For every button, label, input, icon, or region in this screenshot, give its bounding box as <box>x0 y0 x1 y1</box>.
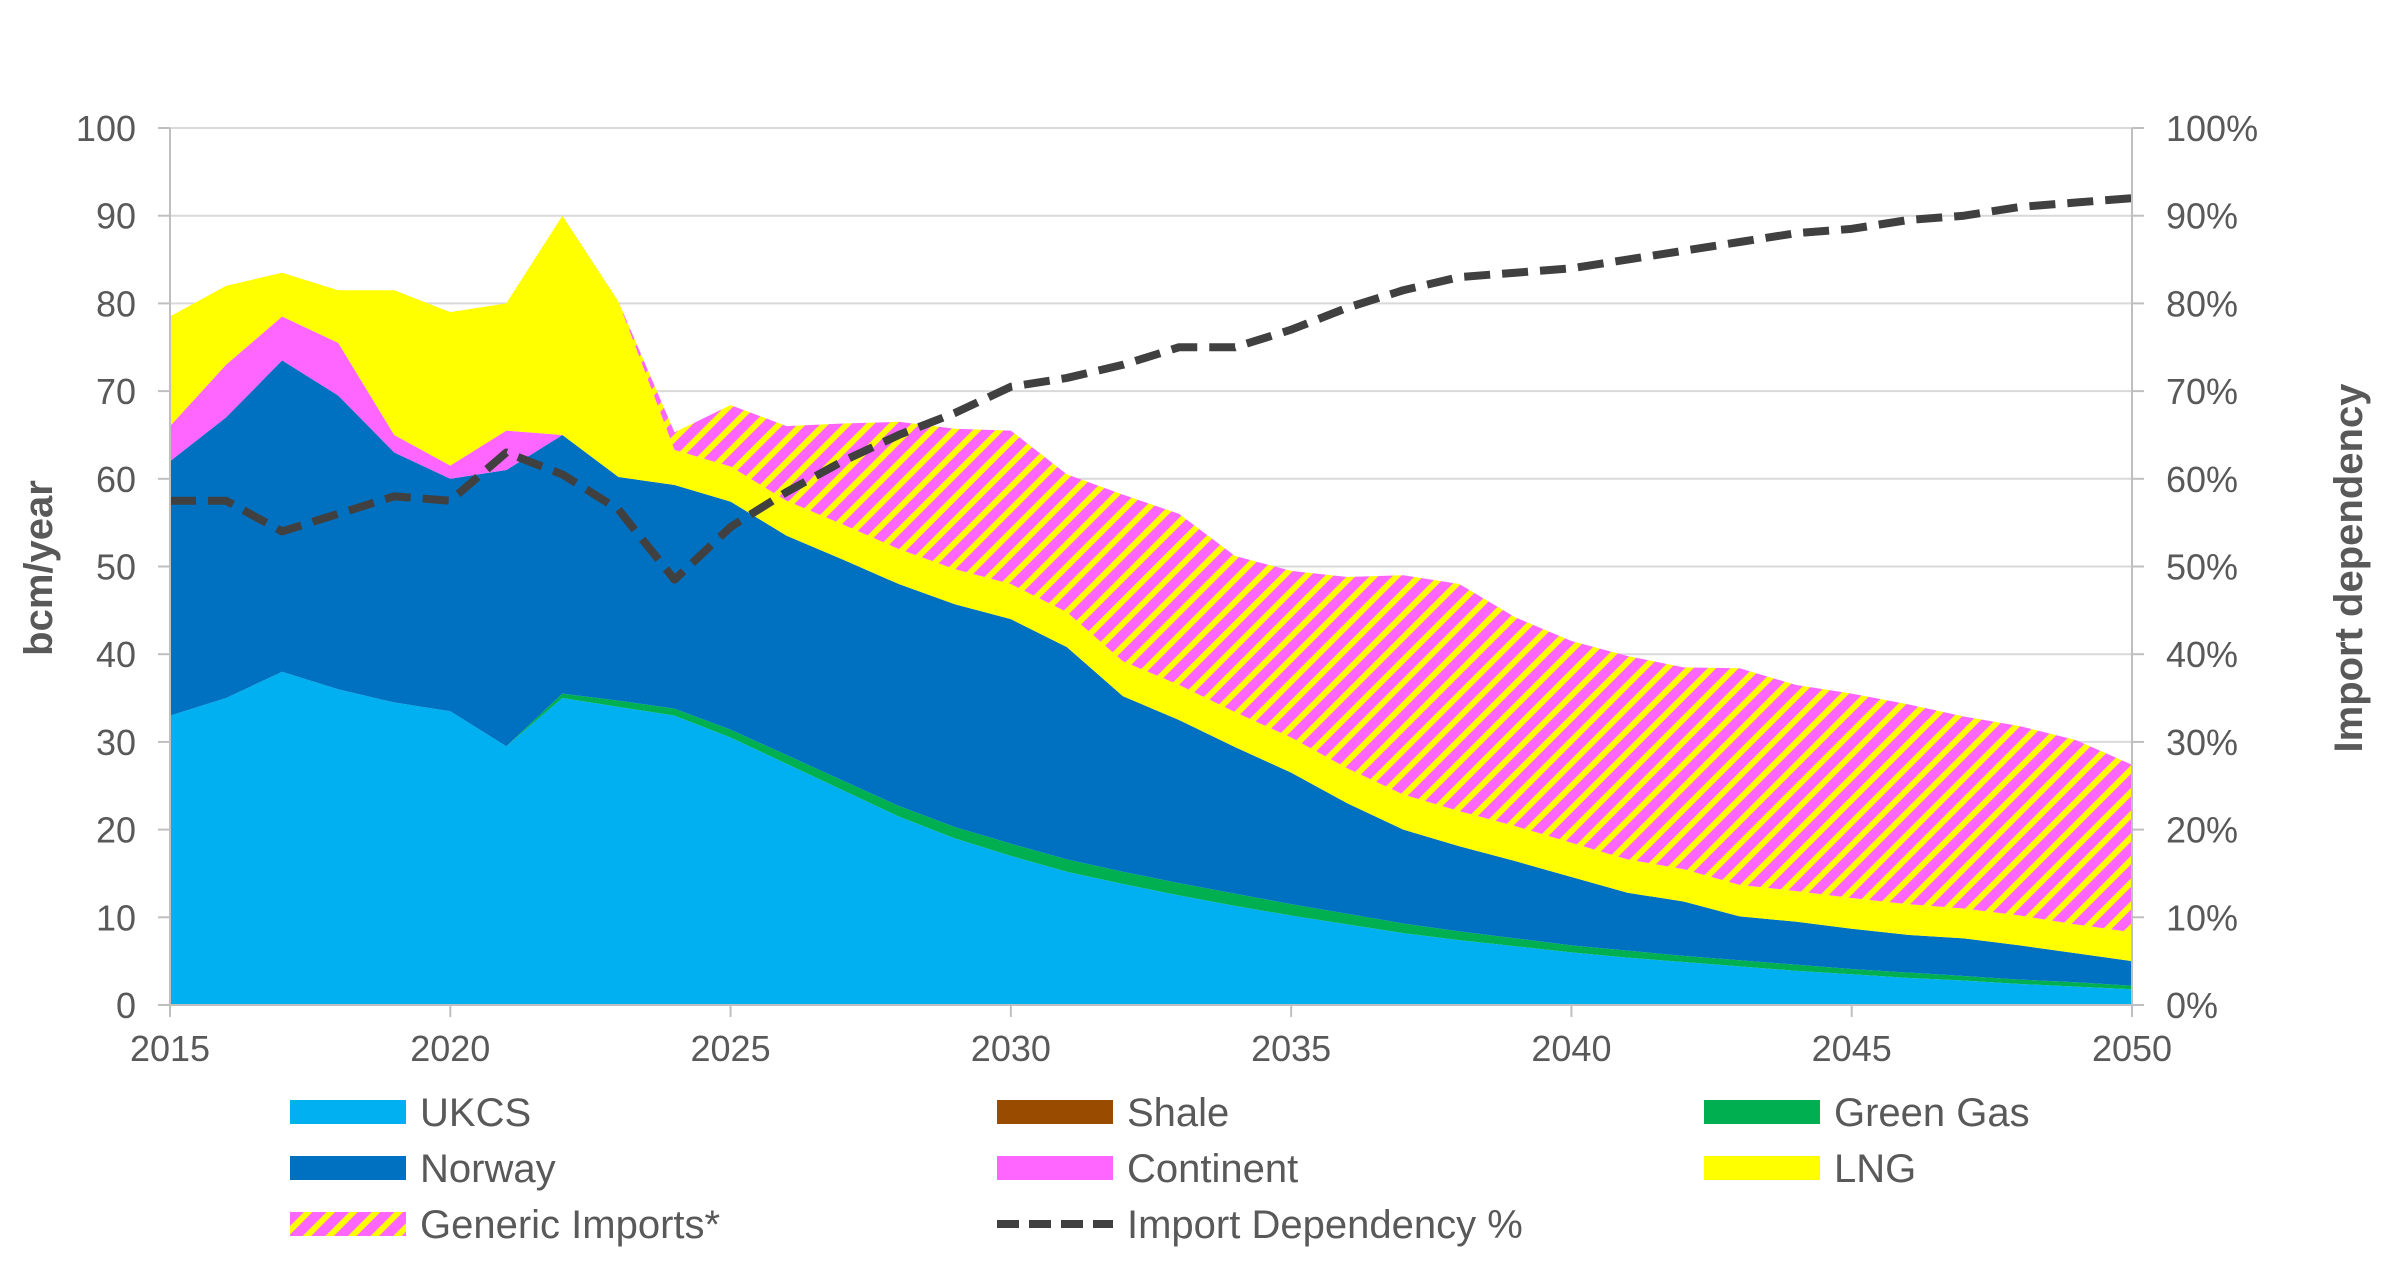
y-tick-label: 100 <box>76 108 136 149</box>
x-tick-label: 2040 <box>1531 1028 1611 1069</box>
legend-item: Generic Imports* <box>290 1203 720 1247</box>
legend-swatch <box>290 1100 406 1124</box>
x-tick-label: 2045 <box>1812 1028 1892 1069</box>
x-tick-label: 2025 <box>691 1028 771 1069</box>
y-tick-label: 40 <box>96 634 136 675</box>
legend-swatch <box>290 1156 406 1180</box>
secondary-y-tick-label: 50% <box>2166 547 2238 588</box>
secondary-y-tick-label: 60% <box>2166 459 2238 500</box>
legend: UKCS Shale Green Gas Norway Continent LNG Gene… <box>290 1091 2030 1247</box>
y-tick-label: 30 <box>96 722 136 763</box>
legend-item: UKCS <box>290 1091 531 1135</box>
x-tick-label: 2050 <box>2092 1028 2172 1069</box>
y-axis-title: bcm/year <box>17 480 61 656</box>
tick-labels: 01020304050607080901000%10%20%30%40%50%6… <box>76 108 2258 1069</box>
area-ukcs <box>170 671 2132 1005</box>
legend-item: Import Dependency % <box>997 1203 1523 1247</box>
secondary-y-tick-label: 70% <box>2166 371 2238 412</box>
axes <box>158 127 2144 1017</box>
y-tick-label: 60 <box>96 459 136 500</box>
secondary-y-tick-label: 100% <box>2166 108 2258 149</box>
import-dependency-line <box>170 194 2133 584</box>
y-tick-label: 90 <box>96 196 136 237</box>
x-tick-label: 2020 <box>410 1028 490 1069</box>
secondary-y-tick-label: 40% <box>2166 634 2238 675</box>
legend-item: Continent <box>997 1147 1298 1191</box>
legend-item: Shale <box>997 1091 1229 1135</box>
secondary-y-tick-label: 0% <box>2166 985 2218 1026</box>
y-tick-label: 50 <box>96 547 136 588</box>
legend-label: Shale <box>1127 1091 1229 1135</box>
legend-label: Norway <box>420 1147 556 1191</box>
import-dependency-line-layer <box>170 194 2133 584</box>
x-tick-label: 2035 <box>1251 1028 1331 1069</box>
secondary-y-tick-label: 30% <box>2166 722 2238 763</box>
secondary-y-tick-label: 10% <box>2166 897 2238 938</box>
legend-swatch <box>1704 1156 1820 1180</box>
legend-swatch <box>290 1212 406 1236</box>
secondary-y-tick-label: 20% <box>2166 810 2238 851</box>
area-lng <box>170 215 2132 962</box>
legend-label: Import Dependency % <box>1127 1203 1523 1247</box>
legend-label: Continent <box>1127 1147 1298 1191</box>
legend-item: Norway <box>290 1147 556 1191</box>
area-generic-imports <box>170 215 2132 933</box>
legend-item: LNG <box>1704 1147 1916 1191</box>
secondary-y-tick-label: 90% <box>2166 196 2238 237</box>
legend-label: Generic Imports* <box>420 1203 720 1247</box>
stacked-areas <box>170 215 2132 1005</box>
legend-label: UKCS <box>420 1091 531 1135</box>
y-tick-label: 10 <box>96 897 136 938</box>
area-norway <box>170 360 2132 986</box>
y-tick-label: 20 <box>96 810 136 851</box>
legend-swatch <box>997 1156 1113 1180</box>
y-tick-label: 80 <box>96 283 136 324</box>
x-tick-label: 2015 <box>130 1028 210 1069</box>
legend-swatch <box>1704 1100 1820 1124</box>
legend-item: Green Gas <box>1704 1091 2030 1135</box>
legend-swatch <box>997 1100 1113 1124</box>
y-tick-label: 0 <box>116 985 136 1026</box>
legend-label: Green Gas <box>1834 1091 2030 1135</box>
legend-label: LNG <box>1834 1147 1916 1191</box>
x-tick-label: 2030 <box>971 1028 1051 1069</box>
secondary-y-axis-title: Import dependency <box>2327 383 2371 753</box>
y-tick-label: 70 <box>96 371 136 412</box>
secondary-y-tick-label: 80% <box>2166 283 2238 324</box>
